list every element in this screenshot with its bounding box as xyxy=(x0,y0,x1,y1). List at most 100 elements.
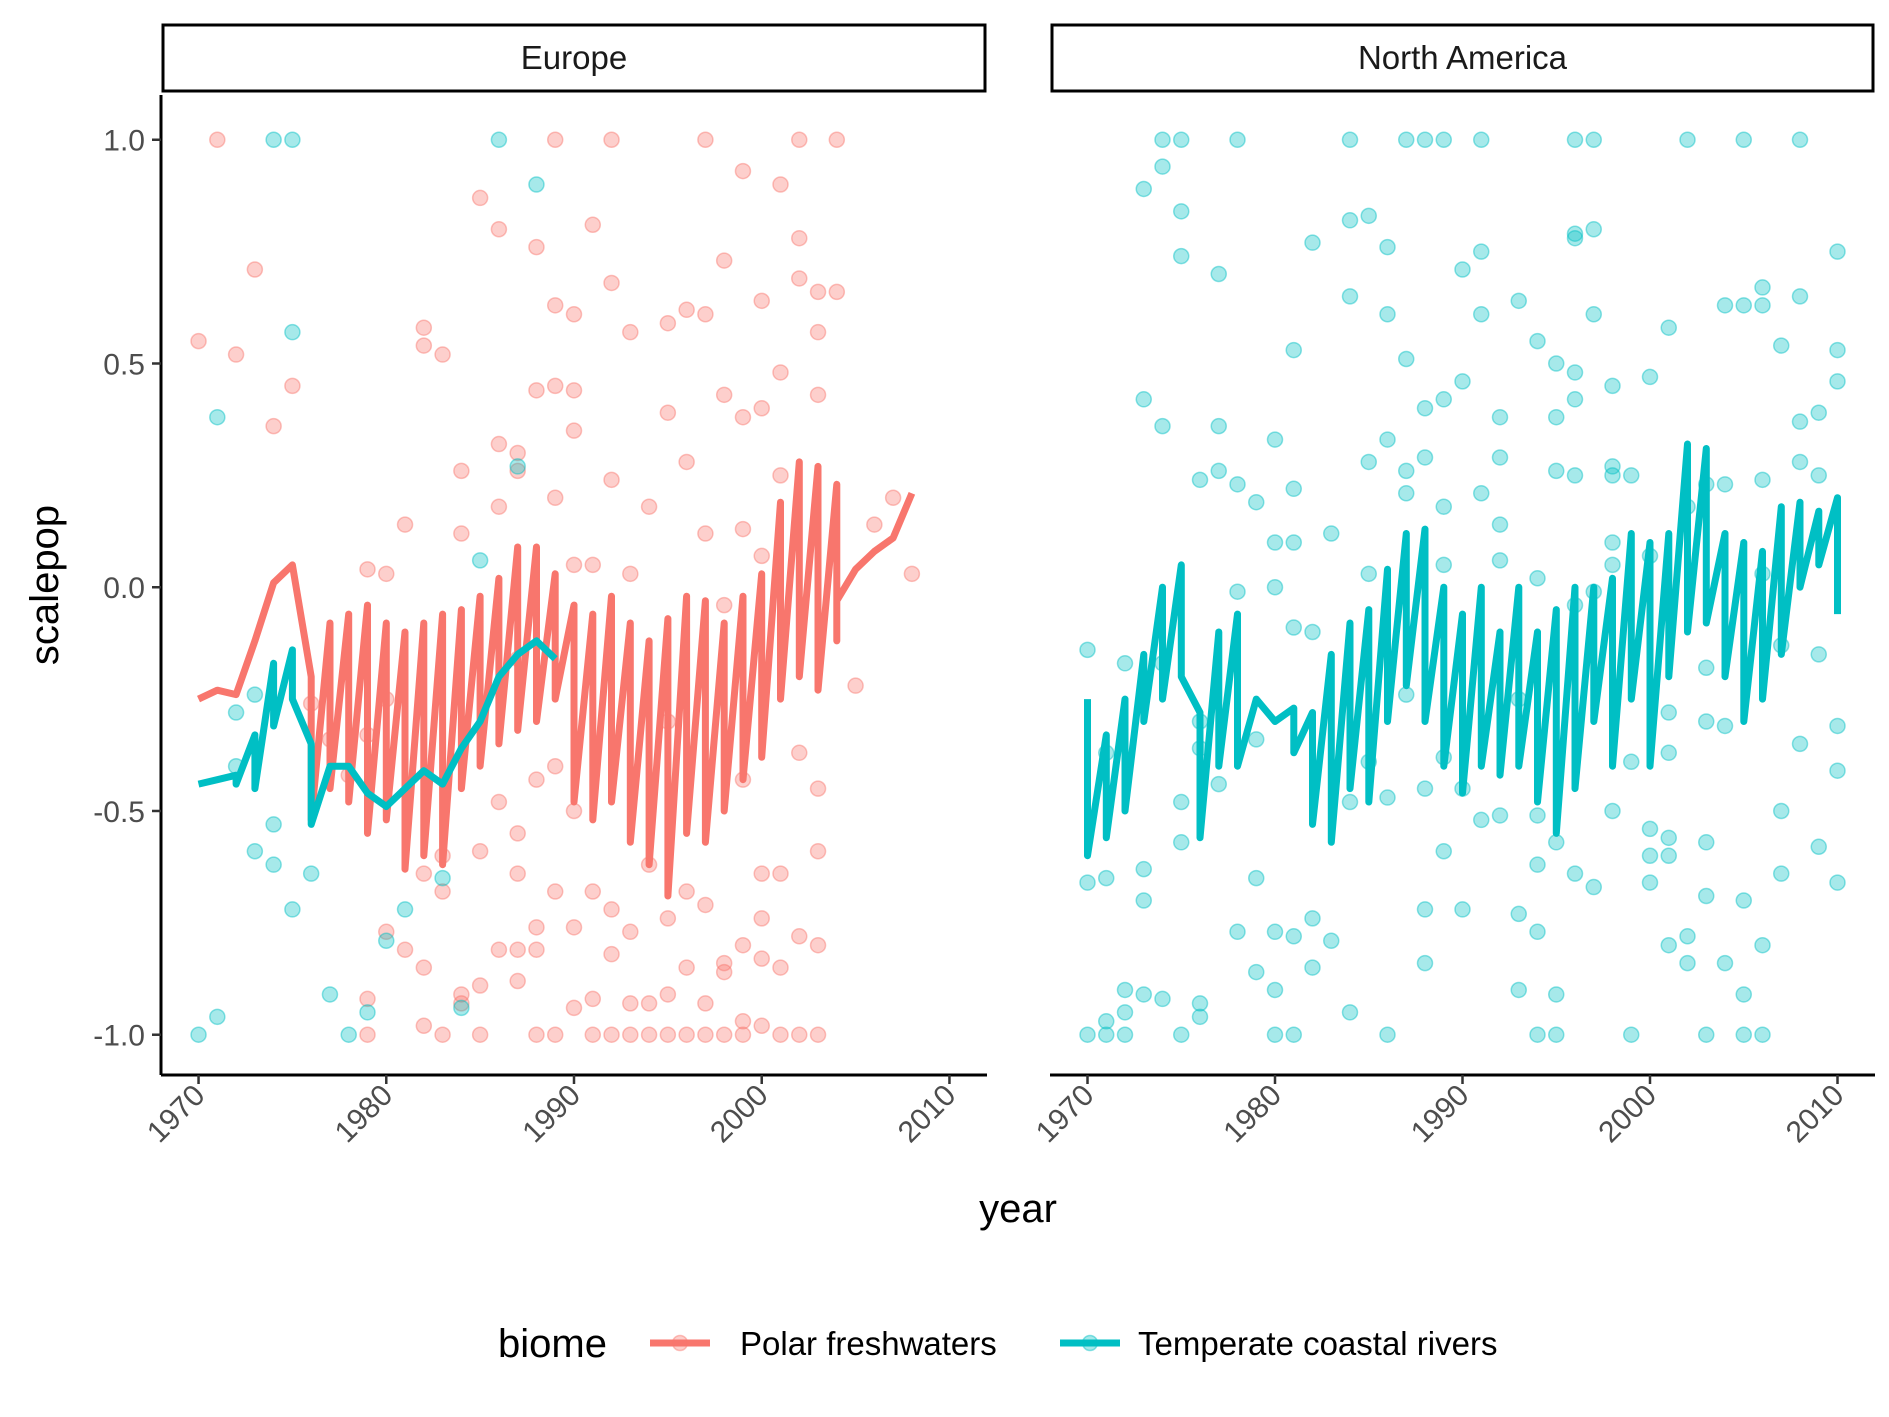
data-point-0-0-33 xyxy=(471,977,489,994)
data-point-1-0-124 xyxy=(1566,225,1584,242)
data-point-1-0-78 xyxy=(1398,462,1415,480)
facet-panel-1: North America 1970 1980 1990 2000 2010 xyxy=(1030,23,1875,1150)
data-point-0-0-144 xyxy=(828,283,846,301)
y-tick-label: -0.5 xyxy=(93,796,145,829)
data-point-1-0-15 xyxy=(1135,986,1152,1003)
data-point-1-0-193 xyxy=(1810,838,1827,856)
data-point-0-1-1 xyxy=(209,408,226,426)
data-point-0-0-51 xyxy=(528,941,545,958)
data-point-0-0-131 xyxy=(791,229,808,247)
data-point-1-0-61 xyxy=(1323,932,1340,950)
data-point-1-0-31 xyxy=(1191,1008,1209,1026)
data-point-0-0-147 xyxy=(884,489,902,506)
data-point-0-0-61 xyxy=(565,382,583,399)
data-point-1-0-145 xyxy=(1641,368,1659,386)
data-point-1-0-38 xyxy=(1229,583,1246,600)
data-point-1-0-5 xyxy=(1098,1013,1115,1030)
data-point-0-0-11 xyxy=(359,990,376,1008)
data-point-0-0-39 xyxy=(490,941,508,958)
data-point-1-0-98 xyxy=(1473,243,1490,260)
x-tick-label: 2010 xyxy=(1780,1079,1851,1150)
data-point-1-0-128 xyxy=(1566,467,1584,484)
data-point-0-0-63 xyxy=(565,556,583,574)
data-point-1-0-21 xyxy=(1173,131,1190,148)
data-point-1-0-81 xyxy=(1416,131,1434,148)
data-point-1-0-12 xyxy=(1135,391,1152,408)
data-point-0-1-0 xyxy=(190,1026,207,1043)
data-point-1-0-142 xyxy=(1623,467,1640,484)
data-point-1-0-187 xyxy=(1791,413,1809,430)
data-point-1-0-102 xyxy=(1491,408,1509,426)
data-point-1-0-2 xyxy=(1079,1026,1096,1043)
data-point-0-0-28 xyxy=(453,525,470,542)
data-point-1-0-148 xyxy=(1641,847,1659,864)
x-tick-label: 2000 xyxy=(1592,1079,1663,1150)
data-point-0-0-74 xyxy=(603,471,620,489)
data-point-0-0-0 xyxy=(190,332,207,350)
data-point-1-0-149 xyxy=(1641,874,1659,891)
data-point-0-0-54 xyxy=(546,297,564,314)
data-point-1-0-179 xyxy=(1754,936,1771,954)
data-point-1-0-60 xyxy=(1323,525,1340,542)
data-point-1-0-172 xyxy=(1735,892,1752,909)
data-point-0-0-4 xyxy=(265,417,282,435)
data-point-0-0-17 xyxy=(396,941,414,958)
data-point-0-0-134 xyxy=(791,928,808,945)
data-point-0-0-116 xyxy=(734,1026,752,1043)
facet-strip xyxy=(1050,23,1875,93)
x-tick-label: 1990 xyxy=(516,1079,587,1150)
data-point-0-0-69 xyxy=(584,883,602,900)
data-point-0-0-50 xyxy=(528,919,545,936)
data-point-1-0-55 xyxy=(1285,1026,1302,1043)
x-tick-label: 1980 xyxy=(329,1079,400,1150)
data-point-1-0-0 xyxy=(1079,641,1096,659)
data-point-1-0-13 xyxy=(1135,860,1152,878)
data-point-0-0-1 xyxy=(209,131,226,148)
data-point-1-0-113 xyxy=(1529,807,1546,824)
data-point-1-0-155 xyxy=(1660,936,1677,954)
data-point-0-1-7 xyxy=(265,131,282,148)
data-point-0-1-10 xyxy=(284,131,301,148)
data-point-0-0-146 xyxy=(866,516,883,533)
data-point-0-0-92 xyxy=(659,1026,677,1043)
data-point-1-0-66 xyxy=(1341,1004,1359,1021)
data-point-1-0-30 xyxy=(1191,995,1209,1012)
data-point-0-0-21 xyxy=(415,959,433,976)
data-point-1-0-191 xyxy=(1810,467,1827,484)
data-point-0-1-14 xyxy=(321,986,339,1003)
data-point-0-1-22 xyxy=(490,131,508,148)
data-point-0-0-29 xyxy=(453,986,470,1003)
data-point-1-0-186 xyxy=(1791,288,1809,305)
data-point-0-0-68 xyxy=(584,556,602,574)
series-line-0-1 xyxy=(197,637,558,828)
data-point-0-0-148 xyxy=(903,565,921,583)
data-point-1-0-136 xyxy=(1604,377,1621,395)
data-point-1-0-112 xyxy=(1529,570,1546,587)
data-point-0-0-122 xyxy=(753,950,770,967)
data-point-1-0-51 xyxy=(1285,480,1302,498)
data-point-0-0-58 xyxy=(546,883,564,900)
data-point-1-0-64 xyxy=(1341,288,1359,305)
data-point-0-0-75 xyxy=(603,901,620,918)
x-axis-title: year xyxy=(979,1187,1057,1231)
data-point-1-0-161 xyxy=(1698,659,1715,677)
data-point-1-0-94 xyxy=(1454,373,1471,390)
data-point-1-0-104 xyxy=(1491,516,1509,533)
data-point-0-0-78 xyxy=(622,323,639,341)
data-point-1-0-40 xyxy=(1248,493,1265,511)
data-point-0-0-94 xyxy=(678,453,695,471)
data-point-1-0-74 xyxy=(1379,789,1396,806)
data-point-1-0-9 xyxy=(1116,1004,1134,1021)
data-point-1-0-175 xyxy=(1754,279,1771,296)
data-point-1-0-97 xyxy=(1473,131,1490,148)
data-point-0-0-143 xyxy=(828,131,846,148)
data-point-1-0-22 xyxy=(1173,203,1190,220)
data-point-0-0-88 xyxy=(659,404,677,421)
data-point-1-0-75 xyxy=(1379,1026,1396,1043)
data-point-1-0-140 xyxy=(1604,556,1621,574)
data-point-0-0-59 xyxy=(546,1026,564,1043)
data-point-1-0-107 xyxy=(1510,292,1527,310)
data-point-0-0-125 xyxy=(772,364,789,381)
legend-title: biome xyxy=(498,1322,607,1366)
data-point-1-0-53 xyxy=(1285,619,1302,636)
